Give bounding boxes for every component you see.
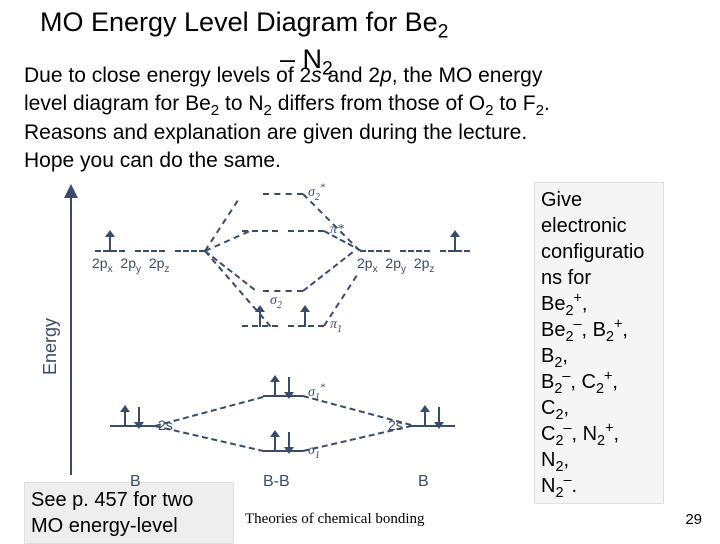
correlation-line — [204, 250, 271, 327]
correlation-line — [302, 193, 360, 251]
ao-2s-right — [410, 425, 455, 427]
electron-spin-up — [270, 432, 280, 452]
slide-title: MO Energy Level Diagram for Be2 — [40, 6, 680, 38]
electron-spin-down — [134, 407, 144, 427]
electron-spin-down — [284, 377, 294, 397]
correlation-line — [204, 250, 255, 290]
energy-axis — [70, 195, 72, 475]
ao-2s-left — [110, 425, 155, 427]
correlation-line — [155, 425, 265, 452]
left-atom-label: B — [130, 473, 141, 491]
electron-spin-up — [105, 232, 115, 252]
title-sub: 2 — [438, 20, 449, 42]
molecule-label: B-B — [263, 473, 290, 491]
correlation-line — [303, 425, 413, 452]
body-paragraph: Due to close energy levels of 2s and 2p,… — [24, 62, 694, 175]
ao-2py-right — [400, 250, 430, 252]
footer-title: Theories of chemical bonding — [245, 511, 425, 528]
electron-spin-down — [284, 432, 294, 452]
prompt-box: Give electronic configuratio ns for Be2+… — [534, 182, 664, 504]
correlation-line — [302, 251, 353, 291]
mo-pistar-b — [288, 230, 324, 232]
title-text: MO Energy Level Diagram for Be — [40, 7, 438, 37]
species: Be2+, Be2–, B2+, B2, B2–, C2+, C2, C2–, … — [541, 293, 628, 497]
mo-sigma1-star — [263, 395, 303, 397]
mo-sigma2star-label: σ2* — [308, 185, 325, 201]
ao-2pz-left — [175, 250, 205, 252]
electron-spin-up — [450, 232, 460, 252]
ao-2p-right-labels: 2px 2py 2pz — [357, 255, 434, 271]
mo-sigma2-star — [263, 193, 303, 195]
correlation-line — [303, 395, 412, 426]
energy-axis-label: Energy — [40, 318, 61, 375]
ao-2px-right — [360, 250, 390, 252]
electron-spin-up — [120, 407, 130, 427]
mo-sigma2 — [263, 290, 303, 292]
mo-energy-diagram: Energy B B-B B 2s 2s σ1 σ1* 2px 2py 2pz … — [30, 185, 500, 505]
page-number: 29 — [685, 511, 702, 528]
energy-axis-arrow — [64, 184, 78, 198]
mo-pi1-label: π1 — [330, 317, 342, 333]
right-atom-label: B — [418, 473, 429, 491]
mo-sigma2-label: σ2 — [270, 293, 282, 309]
ao-2p-left-labels: 2px 2py 2pz — [92, 255, 169, 271]
electron-spin-up — [270, 377, 280, 397]
electron-spin-up — [300, 307, 310, 327]
correlation-line — [155, 396, 264, 427]
electron-spin-up — [420, 407, 430, 427]
electron-spin-down — [434, 407, 444, 427]
ao-2py-left — [135, 250, 165, 252]
mo-sigma1 — [263, 450, 303, 452]
